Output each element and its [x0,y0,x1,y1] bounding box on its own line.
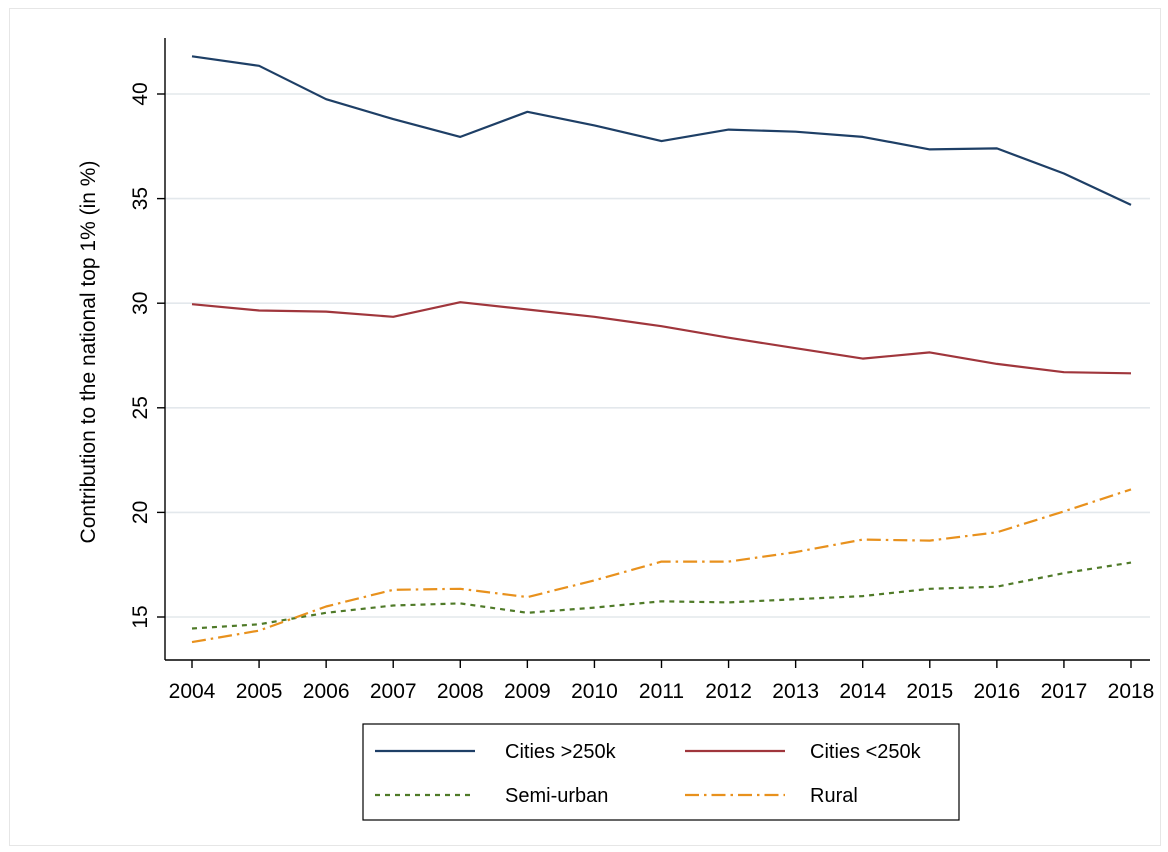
series-line-cities-250k [191,301,1132,375]
legend-label-rural: Rural [810,785,858,807]
x-tick-label-2012: 2012 [705,680,752,703]
x-tick-label-2010: 2010 [571,680,618,703]
series-line-semi-urban [191,561,1132,630]
x-tick-label-2013: 2013 [772,680,819,703]
y-tick-label-25: 25 [129,396,152,419]
x-tick-label-2017: 2017 [1041,680,1088,703]
x-tick-label-2006: 2006 [303,680,350,703]
x-tick-label-2009: 2009 [504,680,551,703]
x-tick-label-2004: 2004 [169,680,216,703]
chart-frame [9,8,1161,846]
series-line-cities-250k [191,55,1132,206]
y-tick-label-20: 20 [129,501,152,524]
legend-label-semi-urban: Semi-urban [505,785,608,807]
x-tick-label-2008: 2008 [437,680,484,703]
series-layer [191,55,1132,644]
grid-layer [165,93,1150,618]
x-tick-label-2007: 2007 [370,680,417,703]
y-tick-label-15: 15 [129,605,152,628]
axes-layer: 15 20 25 30 35 40 2004 2005 2006 2007 2008 2009 2010… [129,38,1154,703]
y-axis-title: Contribution to the national top 1% (in … [77,161,100,544]
x-tick-label-2018: 2018 [1108,680,1155,703]
y-tick-label-30: 30 [129,292,152,315]
series-line-rural [191,488,1132,644]
legend: Cities >250k Cities <250k Semi-urban Rural [362,723,960,821]
x-tick-label-2015: 2015 [906,680,953,703]
y-tick-label-35: 35 [129,187,152,210]
legend-label-cities-250k: Cities <250k [810,741,922,763]
x-tick-label-2014: 2014 [839,680,886,703]
y-tick-label-40: 40 [129,82,152,105]
legend-items: Cities >250k Cities <250k Semi-urban Rural [375,741,922,807]
legend-label-cities-250k: Cities >250k [505,741,617,763]
x-tick-label-2011: 2011 [639,680,684,703]
legend-box [362,723,960,821]
x-tick-label-2016: 2016 [973,680,1020,703]
x-tick-label-2005: 2005 [236,680,283,703]
